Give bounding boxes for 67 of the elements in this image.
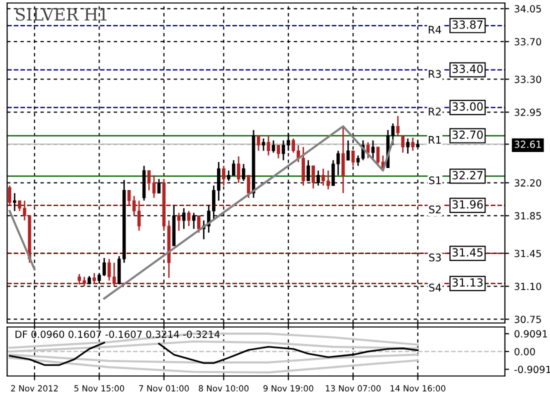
candlestick	[401, 135, 405, 154]
annotation: DF 0.0960 0.1607 -0.1607 0.3214 -0.3214	[16, 330, 220, 338]
x-tick-label: 5 Nov 15:00	[74, 385, 124, 392]
ref-line-label: S3	[429, 254, 441, 262]
candlestick	[12, 192, 16, 212]
ref-line-label: R3	[428, 70, 441, 78]
candlestick	[147, 170, 151, 191]
annotation: 31.13	[452, 278, 483, 287]
ref-line-label: S2	[429, 206, 441, 214]
candlestick	[406, 138, 410, 154]
candlestick	[92, 272, 96, 284]
y-tick-label: 33.30	[514, 76, 542, 84]
candlestick	[222, 165, 226, 186]
y-tick-label: 31.10	[514, 282, 542, 290]
candlestick	[411, 136, 414, 152]
y-tick-label: 32.95	[514, 108, 541, 116]
ref-line-label: S4	[429, 284, 442, 292]
y-tick-label: 32.61	[514, 140, 541, 148]
candlestick	[8, 184, 12, 206]
candlestick	[312, 165, 315, 190]
candlestick	[351, 150, 355, 167]
y-tick-label: 0.9091	[514, 330, 548, 338]
x-tick-label: 2 Nov 2012	[11, 385, 58, 392]
ref-line-label: S1	[429, 176, 441, 184]
x-tick-label: 13 Nov 07:00	[326, 385, 381, 392]
candlestick	[371, 140, 375, 161]
line-series	[103, 125, 394, 300]
y-tick-label: 0.00	[514, 348, 535, 356]
candlestick	[236, 156, 240, 184]
ref-line-label: R2	[428, 108, 441, 116]
y-tick-label: 31.45	[514, 250, 541, 258]
ref-line-label: R4	[428, 26, 442, 34]
candlestick	[197, 215, 200, 234]
candlestick	[272, 140, 276, 154]
y-tick-label: 30.75	[514, 316, 541, 324]
line-series	[8, 332, 419, 349]
y-tick-label: 33.70	[514, 38, 542, 46]
candlestick	[256, 135, 260, 152]
x-tick-label: 7 Nov 01:00	[139, 385, 189, 392]
annotation: 33.00	[452, 102, 483, 111]
candlestick	[266, 135, 270, 156]
chart-title: SILVER H1	[16, 8, 107, 21]
y-tick-label: 31.85	[514, 212, 541, 220]
line-series	[8, 356, 419, 374]
candlestick	[177, 212, 181, 232]
candlestick	[396, 115, 400, 136]
x-tick-label: 8 Nov 10:00	[198, 385, 249, 392]
candlestick	[187, 210, 190, 227]
candlestick	[246, 174, 250, 199]
candlestick	[262, 138, 266, 152]
annotation: 33.87	[452, 20, 483, 29]
candlestick	[276, 144, 280, 159]
annotation: 31.96	[452, 200, 483, 209]
candlestick	[376, 146, 380, 167]
annotation: 32.27	[452, 170, 483, 180]
y-tick-label: 34.05	[514, 5, 541, 12]
annotation: 33.40	[452, 64, 483, 74]
candlestick	[302, 146, 305, 186]
candlestick	[341, 126, 345, 194]
ref-line-label: R1	[428, 136, 441, 144]
candlestick	[346, 140, 350, 161]
y-tick-label: 32.20	[514, 179, 542, 187]
annotation: 31.45	[452, 248, 483, 257]
annotation: 32.70	[452, 130, 483, 139]
x-tick-label: 9 Nov 19:00	[263, 385, 314, 392]
x-tick-label: 14 Nov 16:00	[390, 385, 446, 392]
candlestick	[152, 174, 156, 199]
